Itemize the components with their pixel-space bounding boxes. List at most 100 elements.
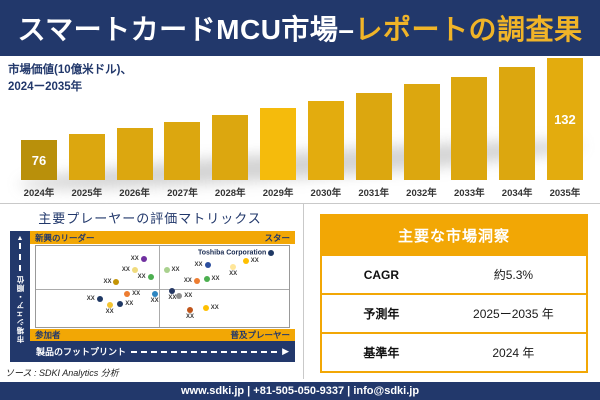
matrix-main: 新興のリーダー スター XX XX XX XX XX XX XX XX XX Toshiba Co… — [30, 231, 295, 362]
scatter-point-label: XX — [86, 296, 95, 303]
bar-2025年 — [68, 134, 105, 180]
scatter-point: XX — [242, 258, 259, 265]
bar-column: 132 — [546, 58, 583, 180]
scatter-point: XX — [122, 266, 138, 273]
scatter-point: XX — [124, 290, 140, 297]
bar-category-label: 2025年 — [71, 188, 103, 199]
quadrant-label-pervasive-players: 普及プレーヤー — [230, 330, 290, 340]
matrix-plot-wrap: XX XX XX XX XX XX XX XX XX Toshiba Corporation XX X… — [30, 244, 295, 329]
bar-2035年: 132 — [546, 58, 583, 180]
bar-column — [403, 58, 440, 180]
bar-2031年 — [355, 93, 392, 180]
insights-row: 基準年 2024 年 — [322, 332, 586, 371]
scatter-point: XX — [229, 263, 237, 277]
matrix-top-band: 新興のリーダー スター — [30, 231, 295, 244]
matrix-y-axis: ▲ 市場シェア・順位 — [10, 231, 30, 362]
footer-contact: www.sdki.jp | +81-505-050-9337 | info@sd… — [180, 385, 420, 397]
source-note: ソース : SDKI Analytics 分析 — [5, 368, 119, 378]
quadrant-label-star: スター — [264, 232, 290, 243]
quadrant-vline — [158, 246, 160, 327]
page-title-main: スマートカードMCU市場 — [17, 14, 339, 45]
page-title: スマートカードMCU市場–レポートの調査果 — [17, 8, 582, 48]
bar-2027年 — [164, 122, 201, 180]
bar-2034年 — [499, 67, 536, 180]
bar-2029年 — [260, 108, 297, 180]
bar-column — [260, 58, 297, 180]
matrix-x-axis-label: 製品のフットプリント — [36, 347, 127, 357]
scatter-point-label: XX — [137, 274, 146, 281]
bar-category-label: 2034年 — [501, 188, 533, 199]
quadrant-label-emerging-leaders: 新興のリーダー — [35, 232, 95, 243]
bar-column — [116, 58, 153, 180]
scatter-point: Toshiba Corporation — [198, 249, 275, 256]
scatter-point-label: XX — [150, 297, 159, 304]
bar-column — [164, 58, 201, 180]
bar-category-label: 2030年 — [310, 188, 342, 199]
scatter-point: XX — [186, 306, 194, 320]
scatter-point: XX — [203, 276, 220, 283]
bar-column — [212, 58, 249, 180]
scatter-point: XX — [195, 262, 211, 269]
insight-label: CAGR — [363, 267, 400, 282]
scatter-point-label: XX — [130, 256, 139, 263]
scatter-point-label: XX — [229, 270, 238, 277]
evaluation-matrix: ▲ 市場シェア・順位 新興のリーダー スター XX XX XX XX XX XX XX XX X… — [10, 231, 295, 362]
bar-category-label: 2029年 — [262, 188, 294, 199]
bar-chart-subtitle-line2: 2024ー2035年 — [8, 80, 83, 93]
page-title-accent: レポートの調査果 — [354, 14, 583, 45]
bar-column — [355, 58, 392, 180]
bar-2033年 — [451, 77, 488, 180]
bar-chart-subtitle-line1: 市場価値(10億米ドル)、 — [8, 64, 132, 76]
scatter-point: XX — [103, 279, 120, 286]
bar-category-label: 2031年 — [358, 188, 389, 199]
insight-value: 2024 年 — [492, 346, 535, 360]
scatter-point-label-company: Toshiba Corporation — [197, 249, 267, 257]
scatter-point-label: XX — [103, 279, 112, 286]
bar-2024年: 76 — [21, 140, 57, 180]
matrix-plot: XX XX XX XX XX XX XX XX XX Toshiba Corporation XX X… — [35, 245, 290, 328]
scatter-point-label: XX — [250, 258, 259, 265]
x-axis-dashed-line — [131, 350, 278, 353]
bar-value-label: 76 — [31, 152, 47, 168]
bar-column — [451, 58, 488, 180]
scatter-point: XX — [163, 266, 180, 273]
bar-column — [499, 58, 536, 180]
insight-label: 予測年 — [363, 307, 400, 321]
insight-value: 約5.3% — [493, 268, 534, 282]
matrix-title: 主要プレーヤーの評価マトリックス — [38, 211, 262, 226]
scatter-point-label: XX — [168, 294, 177, 301]
scatter-point-label: XX — [186, 313, 195, 320]
scatter-point-label: XX — [211, 276, 220, 283]
scatter-point: XX — [202, 304, 219, 311]
scatter-point: XX — [106, 302, 114, 315]
bar-chart-bars: 76 132 — [21, 58, 583, 180]
matrix-bottom-band: 参加者 普及プレーヤー — [30, 329, 295, 341]
footer-bar: www.sdki.jp | +81-505-050-9337 | info@sd… — [0, 382, 600, 400]
scatter-point-label: XX — [183, 278, 192, 285]
scatter-point: XX — [151, 290, 159, 304]
matrix-y-axis-label: 市場シェア・順位 — [15, 275, 25, 343]
bar-chart-categories: 2024年 2025年 2026年 2027年 2028年 2029年 2030年 2031年… — [21, 185, 583, 199]
scatter-point-label: XX — [194, 262, 203, 269]
insights-table: 主要な市場洞察 CAGR 約5.3% 予測年 2025ー2035 年基準年 2024 年 — [320, 214, 588, 373]
scatter-point-label: XX — [184, 292, 193, 299]
scatter-point: XX — [87, 296, 103, 303]
scatter-point-label: XX — [171, 266, 180, 273]
scatter-point: XX — [184, 278, 200, 285]
scatter-point: XX — [168, 287, 176, 301]
scatter-point: XX — [131, 256, 147, 263]
insights-row: 予測年 2025ー2035 年 — [322, 293, 586, 332]
horizontal-divider — [0, 203, 600, 204]
bar-2026年 — [116, 128, 153, 180]
scatter-point-label: XX — [125, 301, 134, 308]
scatter-point-label: XX — [210, 304, 219, 311]
quadrant-hline — [36, 288, 289, 290]
bar-category-label: 2026年 — [119, 188, 150, 199]
scatter-point-label: XX — [105, 309, 114, 316]
bar-category-label: 2033年 — [453, 188, 485, 199]
bar-column — [68, 58, 105, 180]
scatter-point: XX — [176, 292, 192, 299]
scatter-point: XX — [117, 301, 133, 308]
bar-column — [307, 58, 344, 180]
insights-table-title: 主要な市場洞察 — [322, 216, 586, 254]
